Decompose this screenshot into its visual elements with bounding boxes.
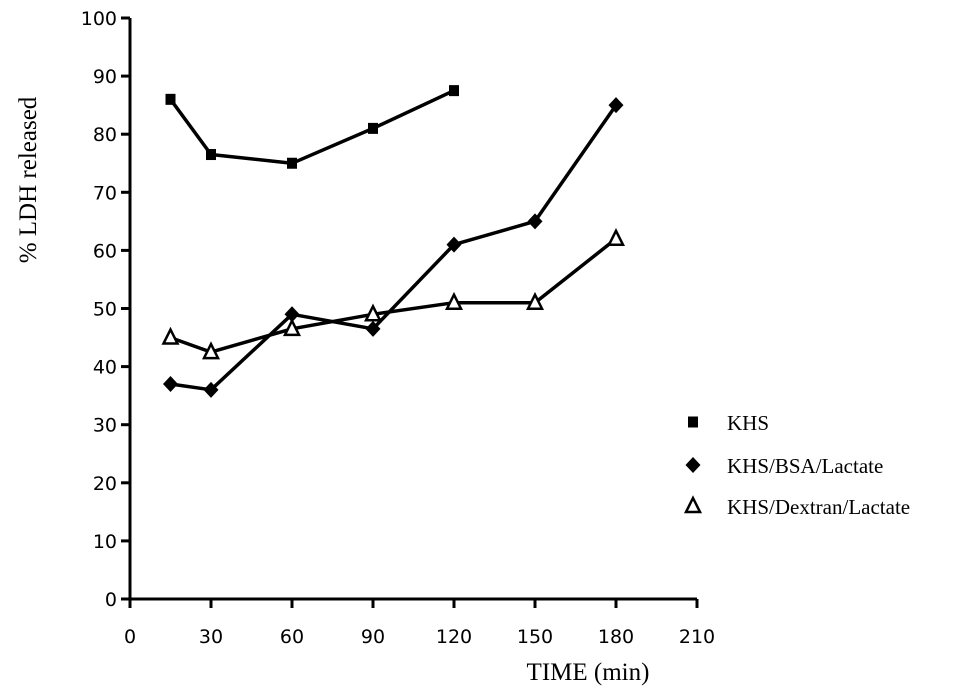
data-point-series-2 xyxy=(163,376,178,393)
data-point-series-2 xyxy=(446,236,462,253)
data-point-series-1 xyxy=(449,85,459,97)
data-point-series-3 xyxy=(525,291,545,310)
y-tick-label: 40 xyxy=(93,357,117,379)
data-point-series-1 xyxy=(165,93,176,105)
tick-labels: 0 10 20 30 40 50 60 70 80 90 100 0 30 60 90 120 150 180 21… xyxy=(81,8,715,648)
series-lines xyxy=(169,89,618,392)
x-tick-label: 180 xyxy=(598,626,634,648)
x-tick-label: 210 xyxy=(679,626,715,648)
x-tick-label: 60 xyxy=(280,626,304,648)
x-axis-title: TIME (min) xyxy=(527,659,650,686)
y-tick-label: 30 xyxy=(93,415,117,437)
y-tick-label: 100 xyxy=(81,8,117,30)
x-tick-label: 90 xyxy=(361,626,385,648)
data-point-series-3 xyxy=(606,227,626,247)
legend-marker-2 xyxy=(685,457,701,473)
x-tick-label: 150 xyxy=(517,626,553,648)
legend-marker-1 xyxy=(688,416,698,428)
data-point-series-3 xyxy=(282,318,302,337)
legend-label-1: KHS xyxy=(727,411,769,435)
y-tick-label: 70 xyxy=(93,182,117,204)
data-point-series-3 xyxy=(201,341,221,360)
data-point-series-2 xyxy=(203,381,219,398)
data-point-series-2 xyxy=(527,213,543,230)
data-point-series-3 xyxy=(363,303,383,322)
data-point-series-1 xyxy=(287,157,297,169)
data-point-series-3 xyxy=(444,291,464,310)
series-markers xyxy=(161,85,626,398)
data-point-series-3 xyxy=(161,326,180,345)
y-tick-label: 90 xyxy=(93,66,117,88)
tick-marks xyxy=(121,16,699,608)
y-tick-label: 60 xyxy=(93,240,117,262)
data-point-series-1 xyxy=(368,122,378,134)
x-tick-label: 0 xyxy=(124,626,136,648)
data-point-series-2 xyxy=(365,320,381,337)
y-tick-label: 50 xyxy=(93,299,117,321)
y-tick-label: 20 xyxy=(93,473,117,495)
series-line-2 xyxy=(170,104,618,392)
data-point-series-2 xyxy=(608,97,624,114)
y-tick-label: 0 xyxy=(105,589,117,611)
data-point-series-2 xyxy=(284,306,300,323)
legend-label-3: KHS/Dextran/Lactate xyxy=(727,495,910,519)
x-tick-label: 120 xyxy=(436,626,472,648)
y-tick-label: 80 xyxy=(93,124,117,146)
legend-marker-3 xyxy=(683,495,703,514)
data-point-series-1 xyxy=(206,149,216,161)
y-tick-label: 10 xyxy=(93,531,117,553)
x-tick-label: 30 xyxy=(199,626,223,648)
legend: KHS KHS/BSA/Lactate KHS/Dextran/Lactate xyxy=(683,411,910,519)
y-axis-title: % LDH released xyxy=(15,96,42,263)
legend-label-2: KHS/BSA/Lactate xyxy=(727,454,883,478)
series-line-3 xyxy=(169,237,618,354)
